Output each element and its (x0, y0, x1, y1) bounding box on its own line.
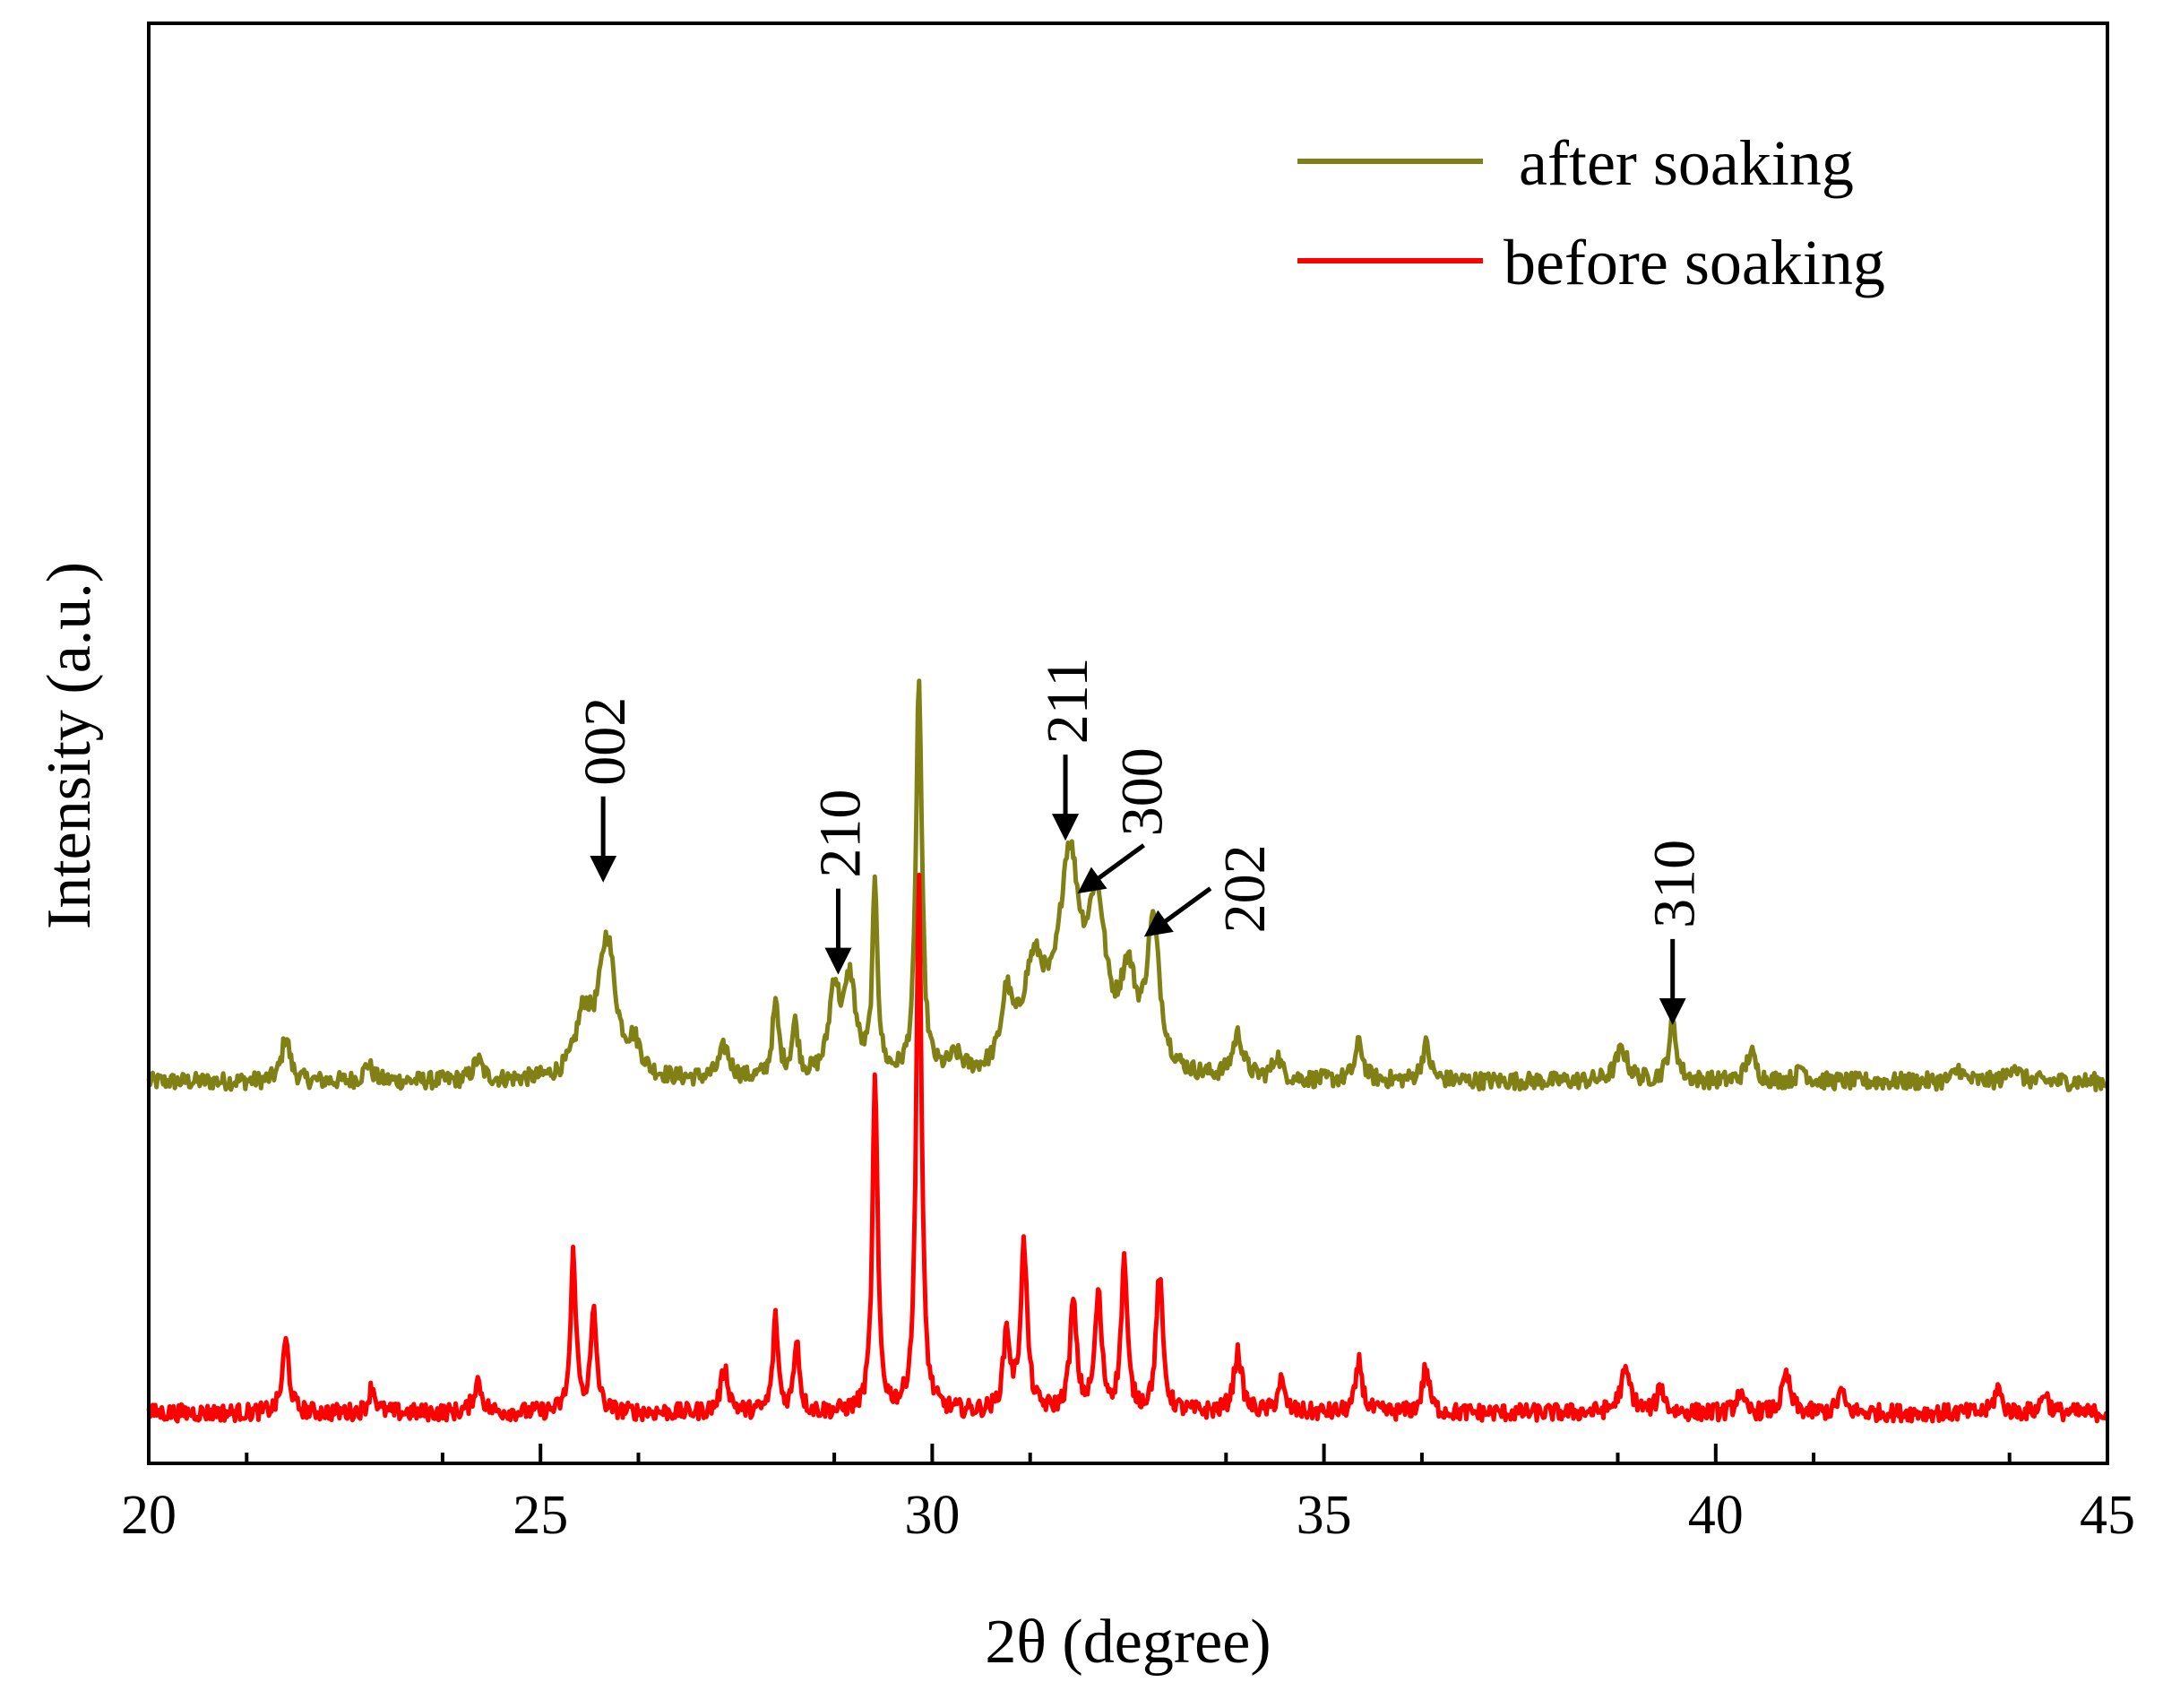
legend-label-after-soaking: after soaking (1519, 127, 1854, 199)
peak-label-210: 210 (808, 789, 874, 878)
series-line-before-soaking (146, 872, 2110, 1424)
y-axis-title: Intensity (a.u.) (35, 562, 104, 929)
peak-label-300: 300 (1110, 747, 1176, 836)
x-axis-title: 2θ (degree) (985, 1608, 1271, 1677)
series-line-after-soaking (146, 678, 2109, 1092)
x-tick-label: 20 (121, 1485, 177, 1546)
legend: after soaking before soaking (1297, 127, 1885, 298)
peak-label-211: 211 (1035, 658, 1100, 745)
x-axis-ticks (147, 1444, 2109, 1463)
peak-label-310: 310 (1642, 840, 1708, 928)
plot-frame (147, 22, 2109, 1465)
x-axis-tick-labels: 20 25 30 35 40 45 (121, 1485, 2135, 1546)
peak-label-202: 202 (1212, 844, 1278, 933)
legend-label-before-soaking: before soaking (1504, 227, 1885, 298)
peak-arrow-300 (1077, 843, 1146, 894)
x-tick-label: 30 (904, 1485, 960, 1546)
x-tick-label: 35 (1297, 1485, 1352, 1546)
x-tick-label: 45 (2080, 1485, 2135, 1546)
peak-label-002: 002 (573, 697, 638, 786)
plot-lines (146, 678, 2110, 1424)
x-tick-label: 25 (513, 1485, 568, 1546)
x-tick-label: 40 (1688, 1485, 1744, 1546)
peak-arrow-202 (1143, 886, 1212, 937)
